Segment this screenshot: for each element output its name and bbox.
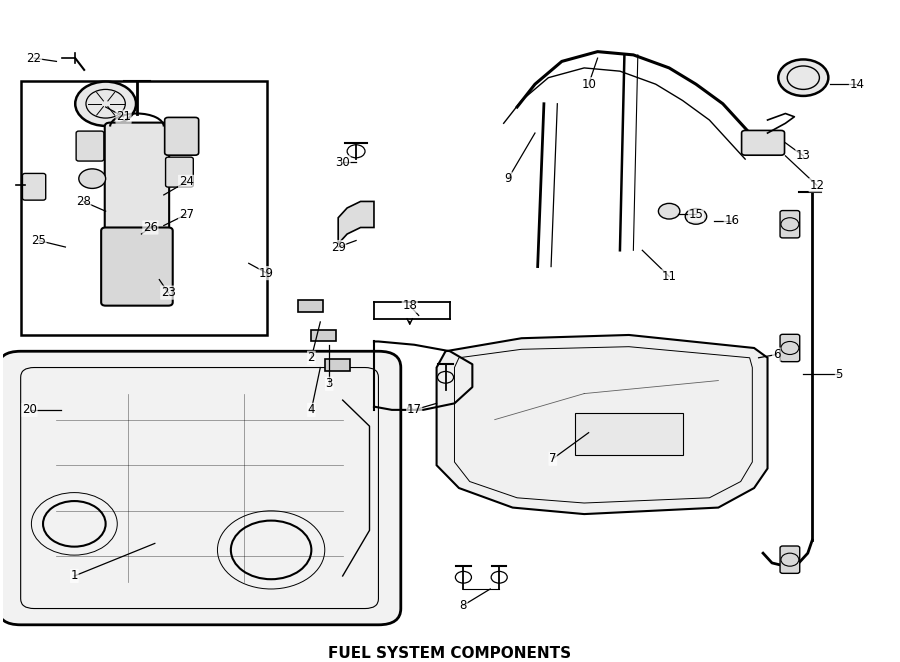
Text: 7: 7: [549, 452, 556, 465]
FancyBboxPatch shape: [780, 546, 800, 573]
FancyBboxPatch shape: [22, 173, 46, 200]
Bar: [325, 359, 350, 371]
Circle shape: [685, 209, 706, 224]
Bar: [311, 330, 337, 342]
Circle shape: [659, 203, 680, 219]
Text: 20: 20: [22, 403, 37, 416]
Text: 27: 27: [178, 208, 194, 221]
FancyBboxPatch shape: [101, 228, 173, 306]
FancyBboxPatch shape: [166, 157, 194, 187]
Bar: [298, 301, 323, 312]
Text: 10: 10: [581, 77, 596, 91]
Text: 4: 4: [308, 403, 315, 416]
Bar: [21, 81, 266, 335]
Text: 12: 12: [809, 179, 824, 192]
Text: 8: 8: [460, 598, 467, 612]
Text: 3: 3: [326, 377, 333, 391]
Text: 15: 15: [688, 208, 704, 221]
Text: 26: 26: [143, 221, 157, 234]
Text: 28: 28: [76, 195, 91, 208]
FancyBboxPatch shape: [76, 131, 104, 161]
Text: 6: 6: [773, 348, 780, 361]
Circle shape: [76, 81, 136, 126]
FancyBboxPatch shape: [780, 211, 800, 238]
Circle shape: [79, 169, 105, 189]
Text: 2: 2: [308, 352, 315, 364]
Text: 18: 18: [402, 299, 418, 312]
FancyBboxPatch shape: [165, 117, 199, 155]
Text: 19: 19: [259, 267, 274, 279]
Bar: [575, 413, 682, 455]
FancyBboxPatch shape: [0, 352, 400, 625]
Text: 5: 5: [835, 367, 842, 381]
Circle shape: [778, 60, 828, 96]
Text: 14: 14: [850, 77, 865, 91]
Text: 9: 9: [504, 172, 512, 185]
FancyBboxPatch shape: [104, 122, 169, 234]
Text: 1: 1: [70, 569, 78, 583]
Text: 13: 13: [796, 150, 811, 162]
Text: 16: 16: [724, 214, 739, 228]
Text: 22: 22: [27, 52, 41, 65]
Text: 29: 29: [330, 240, 346, 254]
Text: FUEL SYSTEM COMPONENTS: FUEL SYSTEM COMPONENTS: [328, 645, 572, 661]
Text: 21: 21: [116, 111, 131, 123]
Text: 30: 30: [336, 156, 350, 169]
Text: 25: 25: [32, 234, 46, 247]
FancyBboxPatch shape: [742, 130, 785, 155]
Text: 11: 11: [662, 270, 677, 283]
Polygon shape: [436, 335, 768, 514]
FancyBboxPatch shape: [780, 334, 800, 361]
Text: 24: 24: [178, 175, 194, 189]
Text: 17: 17: [407, 403, 422, 416]
Polygon shape: [338, 201, 374, 244]
Text: 23: 23: [161, 286, 176, 299]
